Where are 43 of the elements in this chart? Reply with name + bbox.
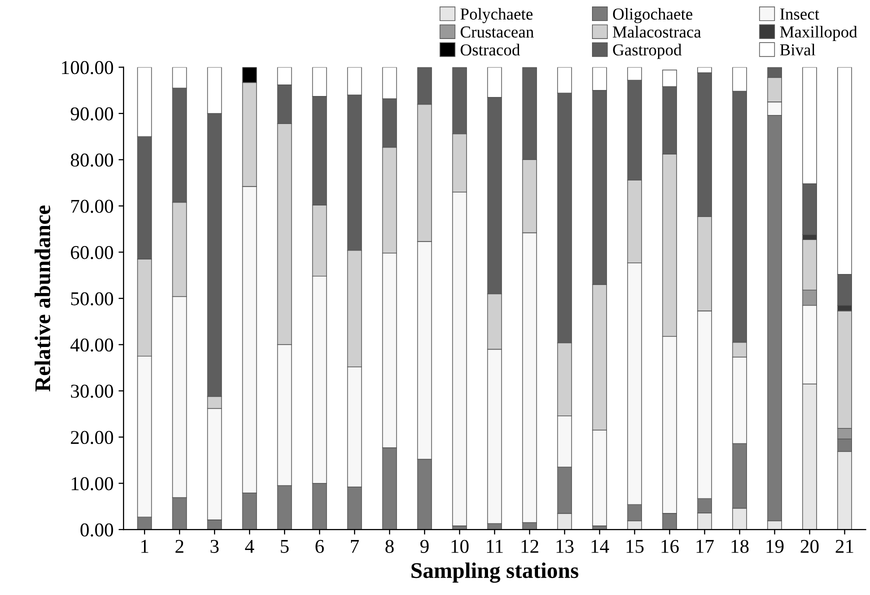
legend-label: Crustacean [460, 26, 534, 38]
y-tick-label: 60.00 [70, 246, 114, 260]
x-tick-label: 10 [452, 540, 469, 553]
y-tick-label: 100.00 [62, 61, 114, 74]
x-tick-label: 7 [350, 540, 359, 553]
x-tick-label: 14 [592, 540, 610, 553]
x-tick-label: 6 [316, 540, 324, 553]
y-tick-label: 0.00 [80, 523, 114, 537]
y-axis-title: Relative abundance [34, 205, 50, 392]
x-tick-label: 18 [732, 540, 749, 553]
legend-label: Insect [780, 8, 820, 20]
x-axis-title: Sampling stations [412, 562, 578, 583]
x-tick-label: 20 [800, 540, 819, 553]
legend-label: Malacostraca [612, 26, 701, 38]
x-tick-label: 17 [696, 540, 714, 553]
y-tick-label: 20.00 [70, 430, 114, 444]
x-tick-label: 13 [556, 540, 574, 553]
legend-label: Gastropod [613, 44, 682, 59]
y-tick-label: 30.00 [70, 384, 114, 398]
x-tick-label: 4 [245, 540, 254, 553]
y-tick-label: 50.00 [71, 292, 114, 306]
y-tick-label: 70.00 [71, 200, 114, 213]
x-tick-label: 1 [141, 540, 148, 553]
x-tick-label: 15 [626, 540, 644, 553]
legend-label: Bival [780, 44, 816, 56]
legend-label: Maxillopod [780, 26, 858, 41]
x-tick-label: 19 [766, 540, 784, 553]
legend-label: Ostracod [460, 44, 520, 56]
x-tick-label: 12 [522, 540, 538, 553]
y-tick-label: 40.00 [70, 338, 114, 352]
y-tick-label: 10.00 [72, 477, 114, 490]
x-tick-label: 8 [385, 540, 394, 553]
y-tick-label: 90.00 [70, 107, 114, 120]
x-tick-label: 5 [280, 540, 289, 553]
x-tick-label: 21 [836, 540, 854, 553]
x-tick-label: 2 [176, 540, 184, 553]
legend-label: Oligochaete [613, 8, 692, 24]
x-tick-label: 9 [420, 540, 429, 553]
x-tick-label: 3 [210, 540, 219, 553]
x-tick-label: 11 [486, 540, 503, 553]
y-tick-label: 80.00 [70, 154, 114, 167]
legend-label: Polychaete [460, 8, 533, 24]
x-tick-label: 16 [662, 540, 679, 553]
